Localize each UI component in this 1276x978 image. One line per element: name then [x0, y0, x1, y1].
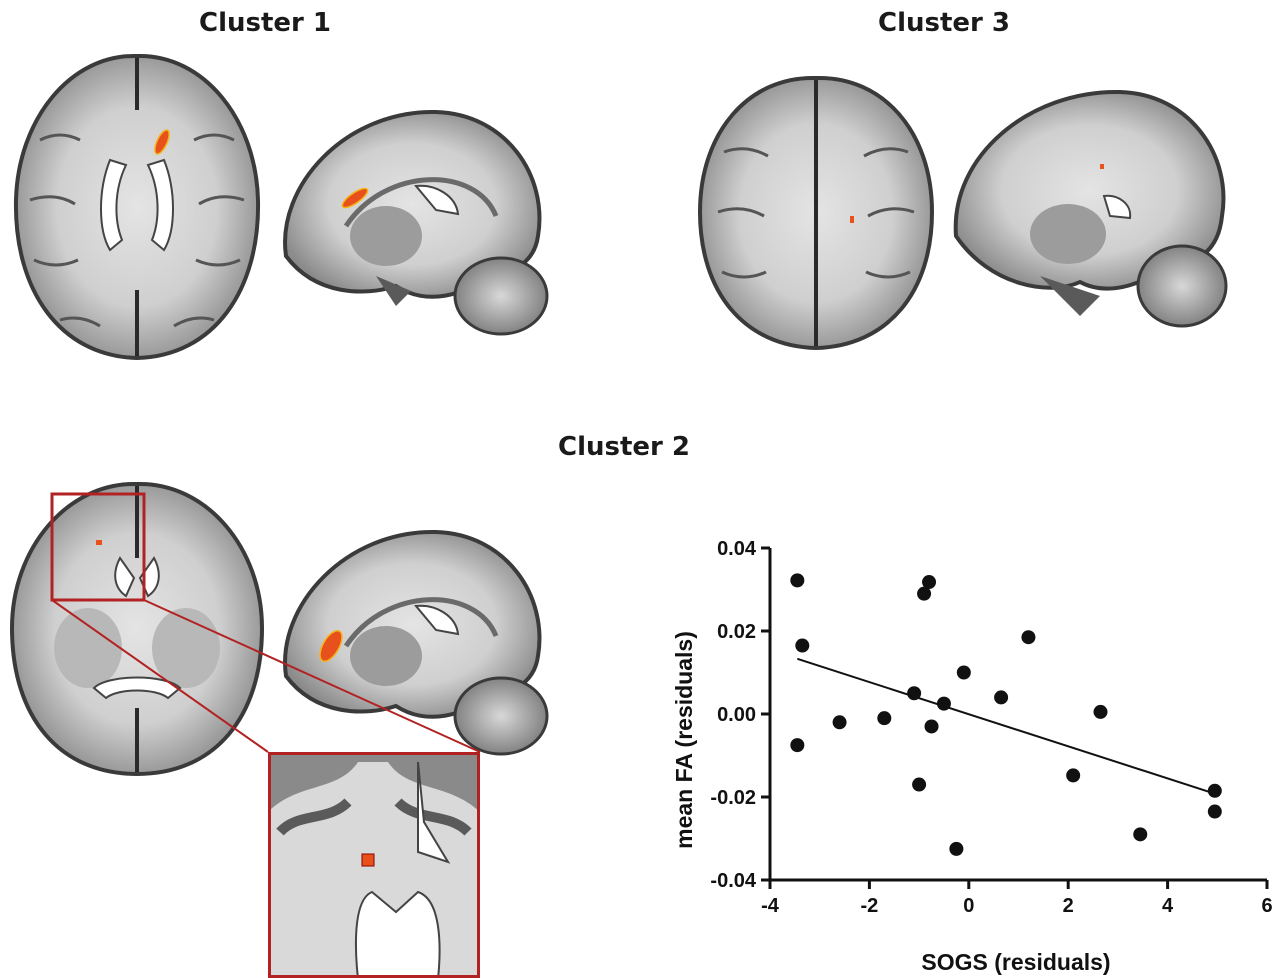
zoom-inset: [268, 752, 480, 978]
cluster-1-sagittal-highlight: [341, 187, 369, 209]
x-tick-label: 6: [1261, 895, 1272, 917]
y-tick-label: 0.04: [717, 538, 757, 560]
data-point: [790, 738, 805, 753]
data-point: [956, 665, 971, 680]
data-point: [877, 711, 892, 726]
zoom-region-box: [50, 492, 146, 602]
data-point: [1066, 768, 1081, 783]
data-point: [924, 719, 939, 734]
data-point: [936, 696, 951, 711]
scatter-plot: mean FA (residuals) SOGS (residuals) -4-…: [671, 538, 1273, 975]
data-point: [917, 586, 932, 601]
cluster-2-axial-brain: [9, 481, 265, 777]
cluster-3-sagittal-highlight: [1100, 164, 1104, 169]
data-point: [1093, 704, 1108, 719]
data-point: [795, 638, 810, 653]
data-point: [1021, 630, 1036, 645]
cluster-1-sagittal-brain: [283, 109, 549, 336]
x-tick-label: 2: [1063, 895, 1074, 917]
x-tick-label: 0: [963, 895, 974, 917]
data-point: [1207, 783, 1222, 798]
regression-line: [797, 657, 1216, 795]
data-point: [907, 686, 922, 701]
cluster-3-axial-highlight: [850, 216, 854, 223]
data-point: [1133, 827, 1148, 842]
cluster-3-sagittal-brain: [953, 89, 1228, 328]
data-point: [832, 715, 847, 730]
cluster-2-title: Cluster 2: [557, 432, 691, 462]
cluster-2-axial-highlight: [96, 540, 102, 545]
cluster-3-axial-brain: [697, 75, 935, 351]
x-tick-label: -4: [761, 895, 780, 917]
x-tick-label: -2: [861, 895, 879, 917]
cluster-3-title: Cluster 3: [877, 8, 1011, 38]
cluster-1-title: Cluster 1: [198, 8, 332, 38]
data-point: [1207, 804, 1222, 819]
y-tick-label: -0.02: [710, 787, 756, 809]
y-tick-label: 0.00: [717, 704, 756, 726]
cluster-1-axial-highlight: [154, 129, 170, 155]
y-axis-label: mean FA (residuals): [671, 631, 697, 849]
data-point: [949, 841, 964, 856]
data-point: [922, 575, 937, 590]
y-tick-label: 0.02: [717, 621, 756, 643]
data-point: [912, 777, 927, 792]
x-tick-label: 4: [1162, 895, 1174, 917]
y-tick-label: -0.04: [710, 870, 756, 892]
cluster-1-axial-brain: [13, 53, 261, 361]
x-axis-label: SOGS (residuals): [921, 949, 1110, 975]
zoom-inset-highlight: [361, 853, 375, 867]
data-point: [994, 690, 1009, 705]
data-point: [790, 573, 805, 588]
cluster-2-sagittal-highlight: [319, 629, 343, 663]
cluster-2-sagittal-brain: [283, 529, 549, 756]
